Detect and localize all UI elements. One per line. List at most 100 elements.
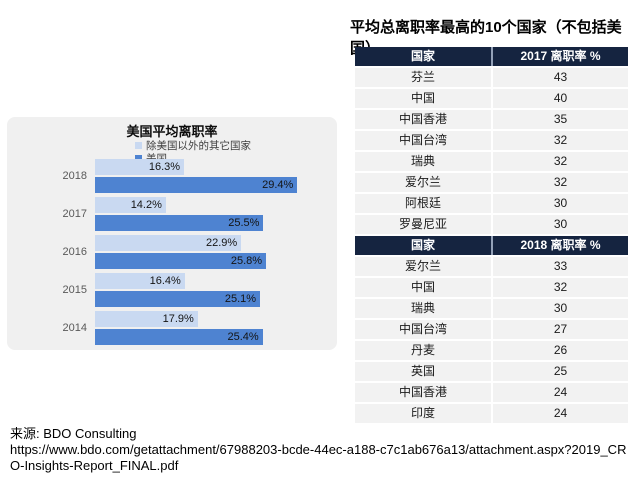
year-label: 2018 [62, 170, 87, 182]
country-cell: 中国 [355, 89, 491, 108]
country-cell: 罗曼尼亚 [355, 215, 491, 234]
table-header-row: 国家 2017 离职率 % [355, 47, 628, 66]
table-row: 印度 24 [355, 404, 628, 423]
bar-pair: 16.3% 29.4% [95, 159, 337, 193]
rate-cell: 40 [493, 89, 628, 108]
country-cell: 印度 [355, 404, 491, 423]
country-cell: 爱尔兰 [355, 257, 491, 276]
table-header-cell: 2017 离职率 % [493, 47, 628, 66]
year-label: 2016 [62, 246, 87, 258]
rate-cell: 25 [493, 362, 628, 381]
rate-cell: 32 [493, 278, 628, 297]
bar-除美国以外的其它国家-2014: 17.9% [95, 311, 198, 327]
legend-swatch-icon [135, 142, 142, 149]
table-row: 丹麦 26 [355, 341, 628, 360]
country-cell: 中国香港 [355, 110, 491, 129]
bar-group-2015: 2015 16.4% 25.1% [7, 273, 337, 307]
rate-cell: 43 [493, 68, 628, 87]
rate-cell: 32 [493, 173, 628, 192]
year-label: 2015 [62, 284, 87, 296]
rate-cell: 30 [493, 194, 628, 213]
rate-cell: 35 [493, 110, 628, 129]
bar-美国-2016: 25.8% [95, 253, 267, 269]
country-cell: 瑞典 [355, 299, 491, 318]
table-header-cell: 2018 离职率 % [493, 236, 628, 255]
table-row: 爱尔兰 33 [355, 257, 628, 276]
table-row: 中国香港 35 [355, 110, 628, 129]
bar-group-2016: 2016 22.9% 25.8% [7, 235, 337, 269]
country-cell: 瑞典 [355, 152, 491, 171]
country-cell: 爱尔兰 [355, 173, 491, 192]
table-row: 瑞典 30 [355, 299, 628, 318]
table-row: 爱尔兰 32 [355, 173, 628, 192]
bar-value-label: 17.9% [162, 313, 194, 325]
bar-除美国以外的其它国家-2015: 16.4% [95, 273, 185, 289]
table-row: 芬兰 43 [355, 68, 628, 87]
bar-美国-2014: 25.4% [95, 329, 263, 345]
country-cell: 中国台湾 [355, 131, 491, 150]
table-row: 中国香港 24 [355, 383, 628, 402]
table-header-row: 国家 2018 离职率 % [355, 236, 628, 255]
bar-group-2017: 2017 14.2% 25.5% [7, 197, 337, 231]
table-row: 中国 40 [355, 89, 628, 108]
country-cell: 中国 [355, 278, 491, 297]
bar-value-label: 16.3% [148, 161, 181, 173]
rate-cell: 24 [493, 383, 628, 402]
bar-value-label: 25.1% [224, 293, 257, 305]
country-cell: 中国台湾 [355, 320, 491, 339]
source-url: https://www.bdo.com/getattachment/679882… [10, 442, 627, 473]
bar-value-label: 29.4% [262, 179, 294, 191]
bar-除美国以外的其它国家-2018: 16.3% [95, 159, 185, 175]
year-label: 2017 [62, 208, 87, 220]
rate-cell: 30 [493, 299, 628, 318]
bar-value-label: 22.9% [205, 237, 238, 249]
bar-pair: 16.4% 25.1% [95, 273, 337, 307]
bar-美国-2017: 25.5% [95, 215, 264, 231]
bar-group-2014: 2014 17.9% 25.4% [7, 311, 337, 345]
chart-title: 美国平均离职率 [126, 124, 218, 139]
country-table: 国家 2017 离职率 % 芬兰 43 中国 40 中国香港 35 中国台湾 32 瑞典 32 爱尔兰 3… [355, 47, 628, 425]
bar-pair: 14.2% 25.5% [95, 197, 337, 231]
bar-value-label: 25.4% [227, 331, 259, 343]
legend-swatch-icon [135, 155, 142, 162]
rate-cell: 24 [493, 404, 628, 423]
year-label: 2014 [62, 322, 87, 334]
table-row: 阿根廷 30 [355, 194, 628, 213]
us-turnover-chart-panel: 美国平均离职率 除美国以外的其它国家美国 201816.3%29.4%20171… [7, 117, 337, 350]
bar-pair: 22.9% 25.8% [95, 235, 337, 269]
bar-value-label: 16.4% [149, 275, 181, 287]
rate-cell: 32 [493, 152, 628, 171]
table-row: 中国台湾 27 [355, 320, 628, 339]
rate-cell: 26 [493, 341, 628, 360]
country-cell: 芬兰 [355, 68, 491, 87]
bar-pair: 17.9% 25.4% [95, 311, 337, 345]
table-row: 英国 25 [355, 362, 628, 381]
table-header-cell: 国家 [355, 236, 491, 255]
table-row: 中国台湾 32 [355, 131, 628, 150]
bar-美国-2015: 25.1% [95, 291, 261, 307]
table-header-cell: 国家 [355, 47, 491, 66]
bar-value-label: 14.2% [130, 199, 162, 211]
legend-item: 除美国以外的其它国家 [135, 139, 251, 152]
country-cell: 丹麦 [355, 341, 491, 360]
country-cell: 英国 [355, 362, 491, 381]
bar-美国-2018: 29.4% [95, 177, 298, 193]
rate-cell: 27 [493, 320, 628, 339]
country-cell: 阿根廷 [355, 194, 491, 213]
rate-cell: 33 [493, 257, 628, 276]
bar-value-label: 25.8% [230, 255, 263, 267]
rate-cell: 32 [493, 131, 628, 150]
source-block: 来源: BDO Consulting https://www.bdo.com/g… [10, 426, 634, 474]
country-cell: 中国香港 [355, 383, 491, 402]
rate-cell: 30 [493, 215, 628, 234]
bar-value-label: 25.5% [228, 217, 260, 229]
bar-group-2018: 2018 16.3% 29.4% [7, 159, 337, 193]
table-row: 罗曼尼亚 30 [355, 215, 628, 234]
source-label: 来源: BDO Consulting [10, 426, 137, 441]
legend-label: 除美国以外的其它国家 [146, 140, 251, 152]
bar-除美国以外的其它国家-2016: 22.9% [95, 235, 242, 251]
bar-除美国以外的其它国家-2017: 14.2% [95, 197, 166, 213]
table-row: 中国 32 [355, 278, 628, 297]
table-row: 瑞典 32 [355, 152, 628, 171]
